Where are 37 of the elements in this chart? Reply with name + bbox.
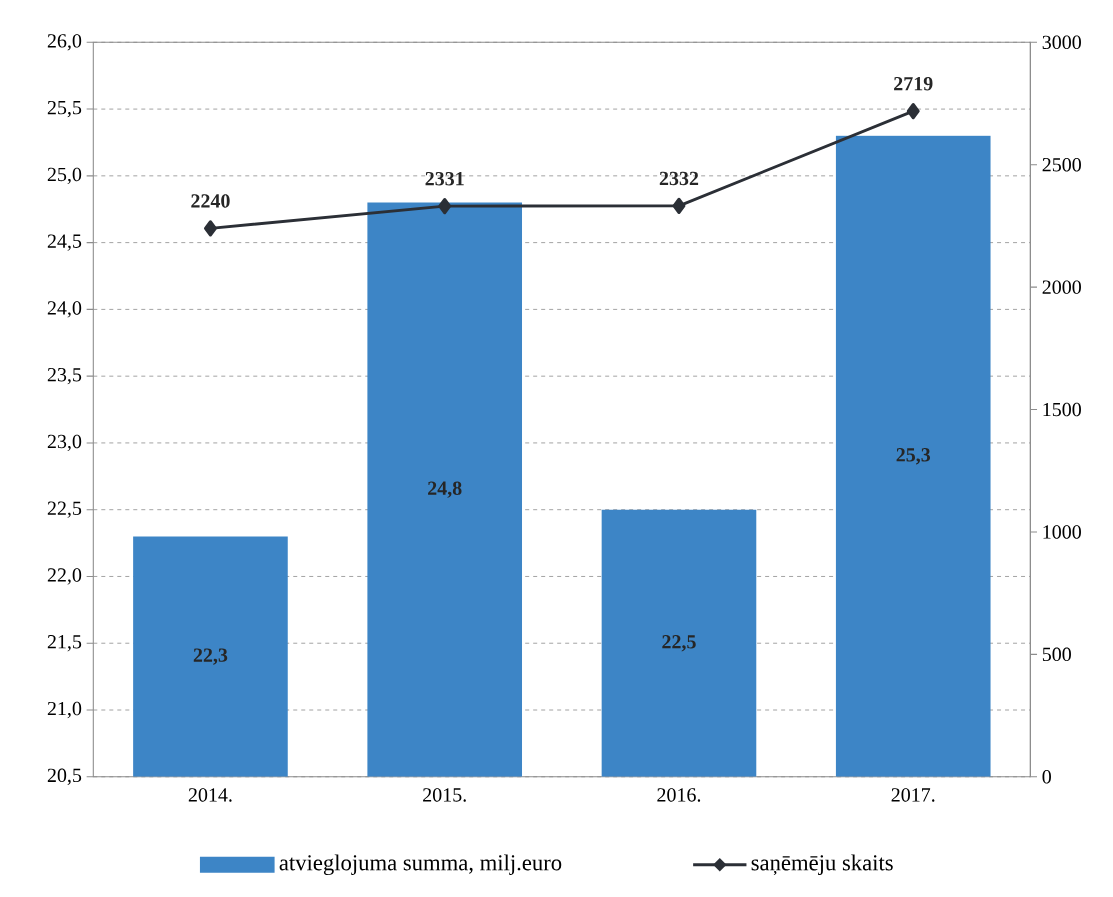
y-tick-label: 21,5 [47, 635, 82, 652]
y-tick-label: 22,5 [47, 501, 82, 518]
y2-tick-label: 2500 [1042, 158, 1081, 172]
y2-tick-label: 1000 [1043, 525, 1081, 539]
y2-tick-label: 1500 [1043, 402, 1081, 417]
x-tick-label: 2017. [891, 788, 935, 802]
y-tick-label: 24,5 [47, 234, 82, 251]
y-tick-label: 25,0 [47, 167, 82, 185]
data-label: 2331 [425, 172, 464, 186]
y-tick-label: 21,0 [47, 701, 82, 719]
data-label: 2240 [191, 194, 230, 208]
x-tick-label: 2014. [188, 788, 232, 802]
x-tick-label: 2016. [657, 788, 701, 802]
y-tick-label: 20,5 [47, 768, 82, 786]
y2-tick-label: 500 [1042, 647, 1071, 662]
point [906, 103, 920, 120]
y-tick-label: 25,5 [47, 101, 82, 118]
data-label: 24,8 [428, 481, 462, 498]
data-label: 22,5 [662, 635, 696, 652]
point [438, 198, 452, 215]
y2-tick-label: 0 [1042, 770, 1051, 784]
y-tick-label: 23,5 [47, 368, 82, 385]
data-label: 2719 [894, 77, 933, 91]
legend-label: saņēmēju skaits [751, 854, 893, 876]
y-tick-label: 23,0 [47, 434, 82, 452]
point [203, 220, 217, 237]
y2-tick-label: 3000 [1042, 35, 1081, 50]
y2-tick-label: 2000 [1042, 280, 1081, 294]
legend-label: atvieglojuma summa, milj.euro [279, 854, 562, 876]
point [672, 197, 686, 215]
data-label: 22,3 [193, 648, 228, 665]
x-tick-label: 2015. [423, 788, 466, 802]
y-tick-label: 22,0 [47, 568, 82, 585]
y-tick-label: 26,0 [47, 34, 82, 51]
data-label: 2332 [659, 171, 699, 186]
y-tick-label: 24,0 [47, 301, 82, 318]
data-label: 25,3 [896, 448, 931, 465]
